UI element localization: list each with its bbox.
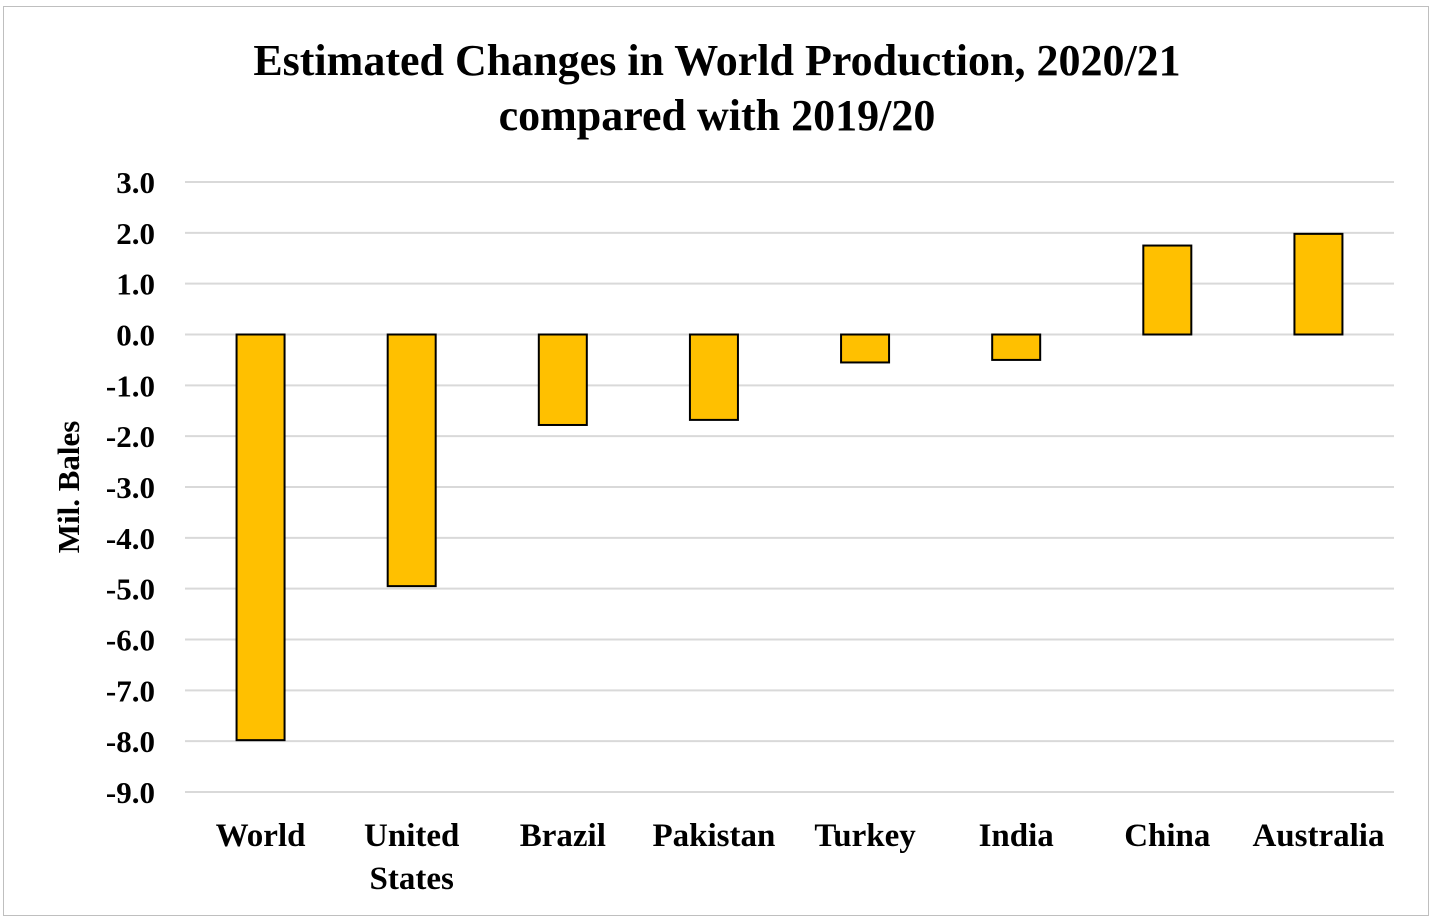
y-axis-label: Mil. Bales [51, 421, 86, 554]
chart-title: Estimated Changes in World Production, 2… [253, 36, 1180, 140]
chart-title-line-2: compared with 2019/20 [499, 91, 936, 140]
bar [688, 333, 739, 421]
x-category-label: China [1124, 818, 1210, 854]
y-tick-label: -5.0 [106, 572, 155, 607]
bar [991, 333, 1042, 361]
y-tick-label: 0.0 [116, 318, 155, 353]
bar [1293, 232, 1344, 336]
x-category-label: Pakistan [653, 818, 776, 854]
y-tick-label: -8.0 [106, 724, 155, 759]
y-tick-label: -1.0 [106, 368, 155, 403]
y-tick-label: 1.0 [116, 267, 155, 302]
x-category-label: Australia [1252, 818, 1384, 854]
bar [235, 333, 286, 742]
y-tick-label: -4.0 [106, 521, 155, 556]
y-tick-label: 2.0 [116, 216, 155, 251]
y-tick-label: -3.0 [106, 470, 155, 505]
x-category-label: United [364, 818, 459, 854]
x-category-label: India [979, 818, 1054, 854]
chart-title-line-1: Estimated Changes in World Production, 2… [253, 36, 1180, 85]
x-category-label: World [216, 818, 306, 854]
bar [386, 333, 437, 588]
y-tick-label: -9.0 [106, 775, 155, 810]
x-category-label: Brazil [520, 818, 606, 854]
y-tick-label: -7.0 [106, 673, 155, 708]
x-axis-categories: World United States Brazil Pakistan Turkey Ind… [216, 818, 1385, 897]
gridlines [185, 181, 1394, 793]
bar [537, 333, 588, 426]
bar [1142, 244, 1193, 336]
y-axis-ticks: 3.0 2.0 1.0 0.0 -1.0 -2.0 -3.0 -4.0 -5.0 -6.0 -7.0… [106, 165, 155, 810]
y-tick-label: -6.0 [106, 623, 155, 658]
x-category-label: States [370, 861, 454, 897]
bars [235, 232, 1344, 742]
x-category-label: Turkey [814, 818, 916, 854]
y-tick-label: -2.0 [106, 419, 155, 454]
y-tick-label: 3.0 [116, 165, 155, 200]
bar [840, 333, 891, 364]
